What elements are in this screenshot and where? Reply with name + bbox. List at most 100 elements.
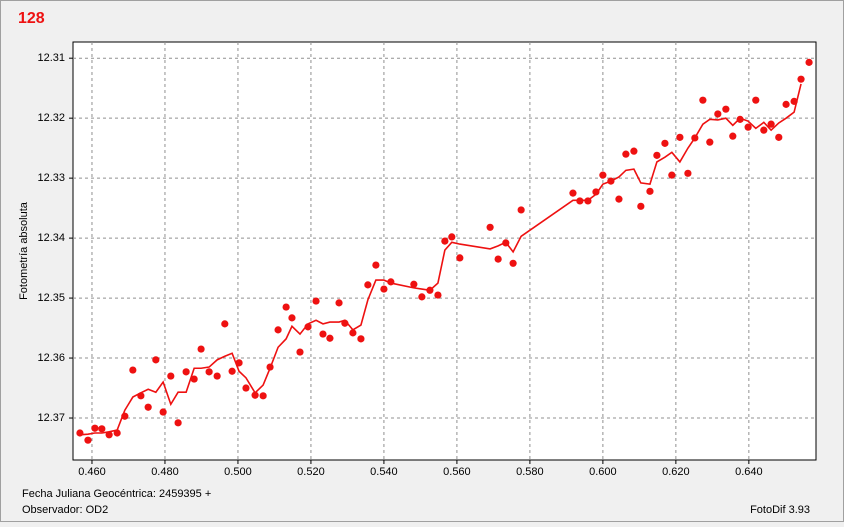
- data-point: [684, 169, 692, 177]
- data-point: [517, 206, 525, 214]
- data-point: [76, 429, 84, 437]
- data-point: [129, 366, 137, 374]
- data-point: [410, 280, 418, 288]
- data-point: [691, 134, 699, 142]
- data-point: [790, 97, 798, 105]
- data-point: [668, 171, 676, 179]
- x-tick-label: 0.620: [662, 466, 690, 478]
- chart-title: 128: [18, 10, 45, 27]
- data-point: [326, 334, 334, 342]
- data-point: [744, 123, 752, 131]
- data-point: [167, 372, 175, 380]
- data-point: [599, 171, 607, 179]
- data-point: [251, 391, 259, 399]
- data-point: [775, 133, 783, 141]
- data-point: [174, 419, 182, 427]
- data-point: [121, 412, 129, 420]
- data-point: [706, 138, 714, 146]
- data-point: [242, 384, 250, 392]
- data-point: [364, 281, 372, 289]
- data-point: [752, 96, 760, 104]
- data-point: [288, 314, 296, 322]
- data-point: [767, 120, 775, 128]
- data-point: [144, 403, 152, 411]
- x-tick-label: 0.540: [370, 466, 398, 478]
- data-point: [182, 368, 190, 376]
- x-tick-label: 0.520: [297, 466, 325, 478]
- data-point: [335, 299, 343, 307]
- software: FotoDif 3.93: [750, 504, 810, 516]
- data-point: [729, 132, 737, 140]
- y-tick-label: 12.36: [37, 352, 65, 364]
- data-point: [113, 429, 121, 437]
- data-point: [676, 133, 684, 141]
- data-point: [152, 356, 160, 364]
- data-point: [699, 96, 707, 104]
- y-tick-label: 12.34: [37, 232, 65, 244]
- data-point: [319, 330, 327, 338]
- x-tick-label: 0.500: [224, 466, 252, 478]
- y-tick-label: 12.31: [37, 52, 65, 64]
- data-point: [91, 424, 99, 432]
- data-point: [426, 286, 434, 294]
- y-tick-label: 12.35: [37, 292, 65, 304]
- x-tick-label: 0.640: [735, 466, 763, 478]
- data-point: [282, 303, 290, 311]
- data-point: [456, 254, 464, 262]
- data-point: [98, 425, 106, 433]
- data-point: [312, 297, 320, 305]
- data-point: [296, 348, 304, 356]
- y-tick-label: 12.33: [37, 172, 65, 184]
- data-point: [205, 368, 213, 376]
- x-tick-label: 0.580: [516, 466, 544, 478]
- data-point: [797, 75, 805, 83]
- data-point: [387, 278, 395, 286]
- y-tick-label: 12.32: [37, 112, 65, 124]
- data-point: [607, 177, 615, 185]
- data-point: [441, 237, 449, 245]
- data-point: [137, 392, 145, 400]
- x-tick-label: 0.560: [443, 466, 471, 478]
- data-point: [357, 335, 365, 343]
- data-point: [615, 195, 623, 203]
- x-tick-label: 0.460: [78, 466, 106, 478]
- data-point: [714, 110, 722, 118]
- data-point: [509, 259, 517, 267]
- data-point: [486, 223, 494, 231]
- data-point: [304, 323, 312, 331]
- data-point: [235, 359, 243, 367]
- y-axis-label: Fotometría absoluta: [18, 201, 30, 300]
- data-point: [221, 320, 229, 328]
- data-point: [274, 326, 282, 334]
- data-point: [259, 392, 267, 400]
- data-point: [630, 147, 638, 155]
- data-point: [646, 187, 654, 195]
- data-point: [159, 408, 167, 416]
- x-axis-label: Fecha Juliana Geocéntrica: 2459395 +: [22, 488, 211, 500]
- data-point: [341, 319, 349, 327]
- data-point: [349, 329, 357, 337]
- data-point: [266, 363, 274, 371]
- data-point: [569, 189, 577, 197]
- data-point: [372, 261, 380, 269]
- data-point: [782, 100, 790, 108]
- data-point: [736, 115, 744, 123]
- x-tick-label: 0.600: [589, 466, 617, 478]
- data-point: [434, 291, 442, 299]
- data-point: [228, 367, 236, 375]
- data-point: [584, 197, 592, 205]
- data-point: [805, 58, 813, 66]
- data-point: [653, 151, 661, 159]
- data-point: [105, 431, 113, 439]
- data-point: [722, 105, 730, 113]
- data-point: [197, 345, 205, 353]
- data-point: [592, 188, 600, 196]
- data-point: [661, 139, 669, 147]
- data-point: [190, 375, 198, 383]
- data-point: [448, 233, 456, 241]
- x-tick-label: 0.480: [151, 466, 179, 478]
- data-point: [494, 255, 502, 263]
- y-tick-label: 12.37: [37, 412, 65, 424]
- data-point: [213, 372, 221, 380]
